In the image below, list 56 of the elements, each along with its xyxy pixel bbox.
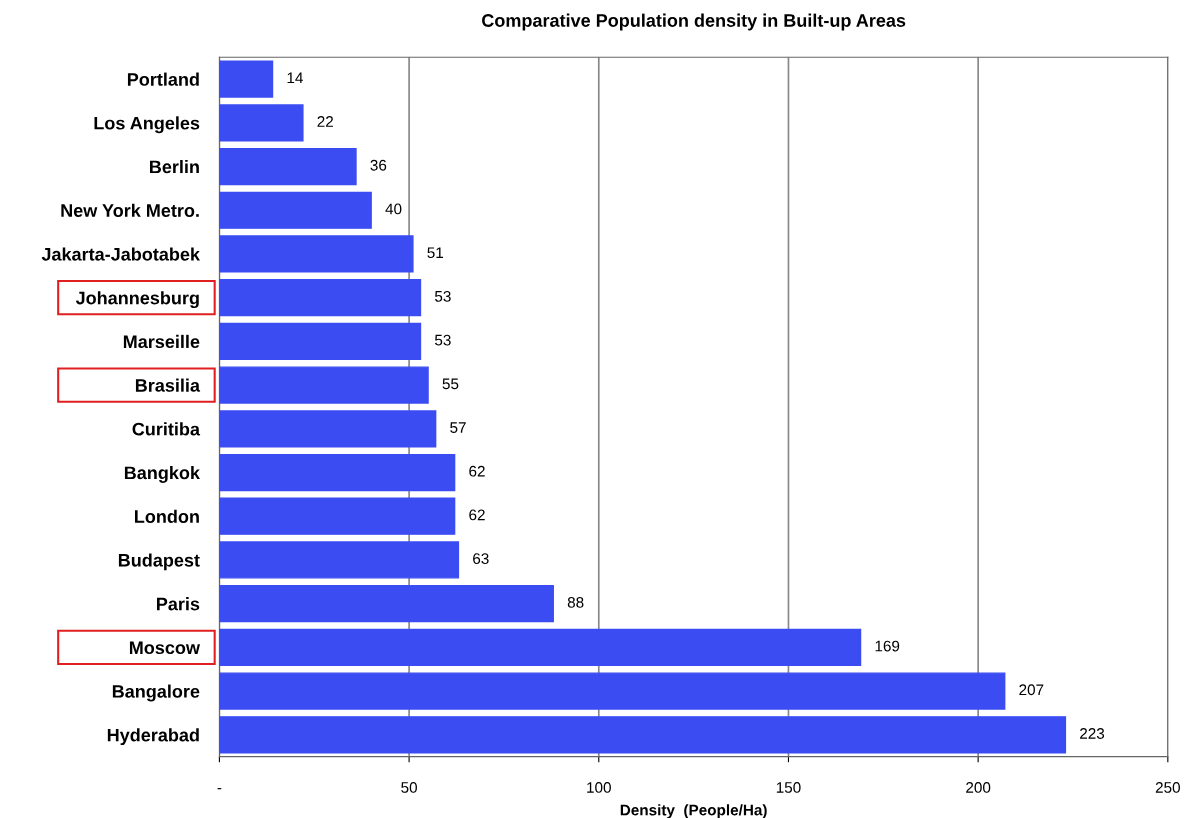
y-tick-label: Bangkok [124,465,200,483]
y-tick-label: London [135,509,199,523]
data-label: 169 [875,640,900,652]
y-tick-label: Paris [157,597,200,611]
y-tick-label: Curitiba [132,422,201,436]
y-tick-label: Brasilia [135,378,201,392]
x-axis-title: Density (People/Ha) [620,804,767,818]
y-tick-label: Los Angeles [94,116,200,134]
bar [219,235,414,273]
data-label: 223 [1080,728,1105,739]
data-label: 62 [469,465,485,477]
y-tick-label: Bangalore [112,684,200,702]
data-label: 36 [370,159,387,171]
bar [219,366,429,404]
data-label: 53 [434,334,451,346]
x-tick-label: 200 [966,782,991,793]
data-label: 14 [287,72,303,84]
bar [219,628,862,666]
data-label: 55 [442,378,459,390]
y-tick-label: Budapest [118,553,200,571]
bar [219,585,554,623]
bar [219,279,422,317]
bar [219,104,304,142]
bar [219,541,460,579]
y-tick-label: Portland [127,72,199,86]
y-tick-label: Jakarta-Jabotabek [41,247,201,261]
x-tick-label: 250 [1155,782,1180,793]
data-label: 207 [1019,684,1044,696]
bar [219,497,456,535]
data-label: 62 [469,509,485,521]
data-label: 88 [567,596,584,608]
bar [219,410,437,448]
x-tick-label: 50 [401,782,417,793]
data-label: 22 [317,116,333,127]
y-tick-label: Hyderabad [107,728,199,746]
x-tick-label: - [217,788,222,790]
y-tick-label: Moscow [129,641,201,655]
y-tick-label: Johannesburg [75,291,199,309]
y-tick-label: Marseille [123,334,200,349]
y-tick-label: Berlin [150,160,199,174]
chart-title: Comparative Population density in Built-up Areas [482,13,906,31]
bar [219,322,422,361]
bar [219,453,456,492]
bar [219,191,372,229]
x-tick-label: 150 [776,782,801,793]
bar [219,60,274,98]
data-label: 53 [434,290,451,302]
data-label: 40 [385,203,402,215]
bar [219,147,357,186]
x-tick-label: 100 [587,782,611,793]
data-label: 63 [473,553,489,565]
bar [219,716,1067,754]
y-tick-label: New York Metro. [61,203,199,217]
bar [219,672,1006,710]
data-label: 51 [427,247,444,259]
data-label: 57 [450,422,466,433]
